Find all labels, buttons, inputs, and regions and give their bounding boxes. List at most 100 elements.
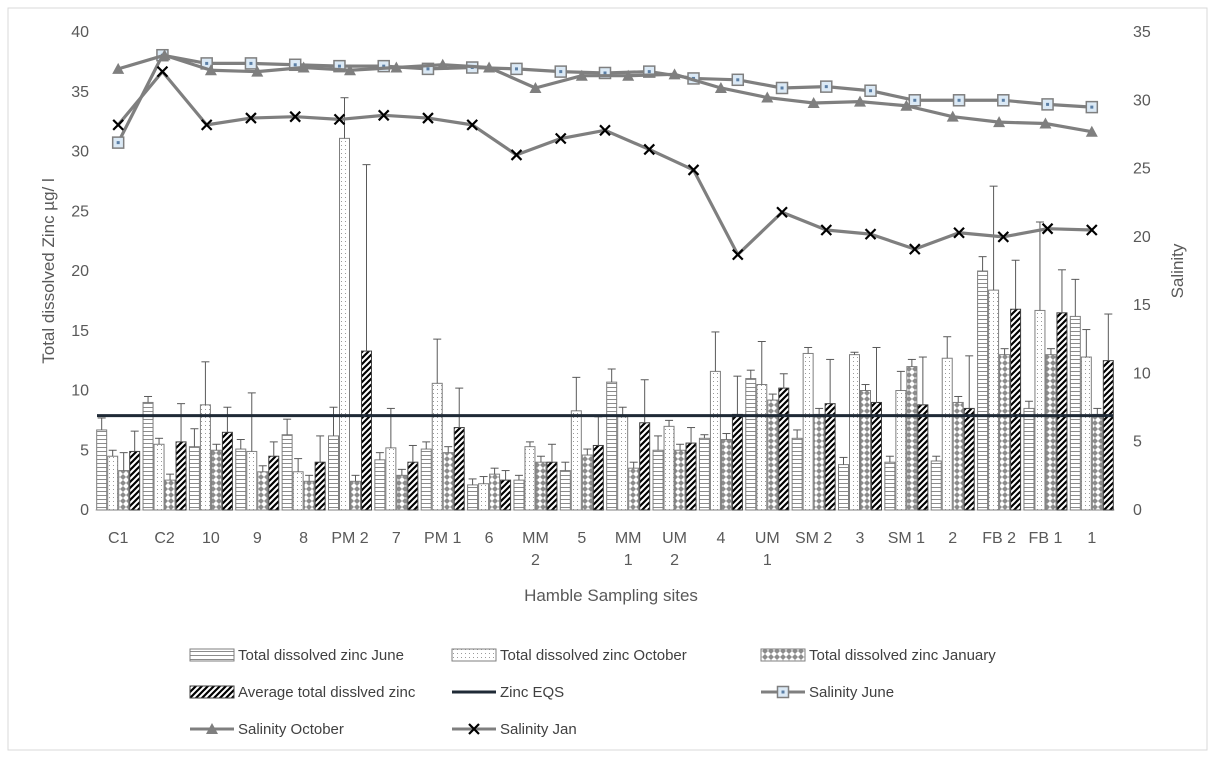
zinc-bar [570,410,582,511]
zinc-bar [778,387,790,511]
zinc-bar [906,366,918,511]
zinc-bar [698,437,710,511]
salinity-june-marker-dot [382,64,386,68]
x-tick-label: 6 [485,530,494,547]
legend-label: Salinity June [809,684,894,701]
legend-item: Average total disslved zinc [189,684,416,701]
zinc-bar [420,448,432,511]
zinc-bar [606,381,618,511]
x-tick-label: UM [662,530,687,547]
zinc-bar [142,401,154,511]
zinc-bar [478,483,490,511]
salinity-october-marker [714,81,727,93]
salinity-october-marker [206,723,218,734]
zinc-bar [489,473,501,511]
x-tick-label: 1 [1087,530,1096,547]
zinc-bar [442,452,454,511]
zinc-bar [246,450,258,511]
zinc-bar [559,470,571,511]
zinc-bar [199,404,211,511]
salinity-jan-marker [776,206,788,219]
salinity-june-marker-dot [780,86,784,90]
zinc-bar [385,447,397,511]
salinity-line [117,53,1093,134]
y-tick-label: 40 [71,24,89,41]
salinity-october-marker [900,99,913,111]
zinc-bar [361,350,372,511]
zinc-bar [745,378,757,511]
zinc-bar [1080,356,1092,511]
salinity-october-marker [297,61,310,73]
salinity-jan-marker [997,231,1010,243]
y-tick-label: 20 [71,263,89,280]
zinc-bar [257,471,269,511]
salinity-october-marker [854,95,866,107]
salinity-jan-marker [953,226,965,239]
zinc-bar [999,354,1011,511]
salinity-jan-marker [466,119,479,131]
zinc-bar [871,401,882,511]
x-tick-label: FB 2 [982,530,1016,547]
zinc-bar [617,416,629,511]
y2-tick-label: 20 [1133,229,1151,246]
salinity-october-marker [112,62,125,74]
zinc-bar [963,407,975,511]
legend-swatch [189,685,235,699]
zinc-bar [977,270,989,511]
salinity-june-marker-dot [1046,102,1050,106]
salinity-june-marker-dot [957,98,961,102]
zinc-bar [1023,407,1035,511]
salinity-october-marker [344,64,356,76]
y2-tick-label: 35 [1133,24,1151,41]
zinc-bar [952,401,964,511]
salinity-june-marker-dot [1090,105,1094,109]
salinity-jan-marker [468,723,480,735]
salinity-jan-marker [200,119,213,131]
y-tick-label: 25 [71,203,89,220]
zinc-bar [581,454,593,511]
zinc-bar [1056,312,1068,511]
zinc-bar [895,390,907,511]
zinc-bar [917,404,929,511]
y2-tick-label: 0 [1133,502,1142,519]
salinity-october-marker [807,97,820,109]
zinc-bar [118,470,130,511]
salinity-jan-marker [687,164,700,176]
zinc-bar [164,479,176,511]
zinc-bar [652,449,664,511]
legend-label: Salinity Jan [500,721,577,738]
salinity-june-marker-dot [249,61,253,65]
zinc-bar [1069,315,1081,511]
salinity-june-marker-dot [205,61,209,65]
zinc-bar [396,474,408,511]
legend-label: Total dissolved zinc January [809,647,996,664]
x-tick-label: C1 [108,530,129,547]
x-tick-label: UM [755,530,780,547]
salinity-june-marker-dot [781,690,785,694]
salinity-october-marker [1039,117,1052,129]
legend-label: Zinc EQS [500,684,564,701]
y2-tick-label: 5 [1133,434,1142,451]
zinc-bar [546,461,558,511]
zinc-bar [153,443,165,511]
salinity-october-marker [436,58,449,70]
legend-label: Average total disslved zinc [238,684,416,701]
zinc-bar [1034,309,1046,511]
salinity-june-marker-dot [1001,98,1005,102]
salinity-october-marker [158,49,171,61]
zinc-bar [328,435,339,511]
x-tick-label: 9 [253,530,262,547]
x-tick-label: 8 [299,530,308,547]
legend-swatch [189,648,235,662]
zinc-bar [453,427,465,511]
salinity-jan-marker [554,132,567,145]
salinity-october-marker [529,81,542,93]
y-tick-label: 15 [71,323,89,340]
legend-swatch [451,648,497,662]
salinity-june-marker-dot [824,85,828,89]
salinity-jan-marker [643,143,656,156]
salinity-jan-marker [422,112,434,124]
zinc-bar [431,382,443,511]
zinc-bar [314,461,326,511]
x-tick-label: C2 [154,530,175,547]
